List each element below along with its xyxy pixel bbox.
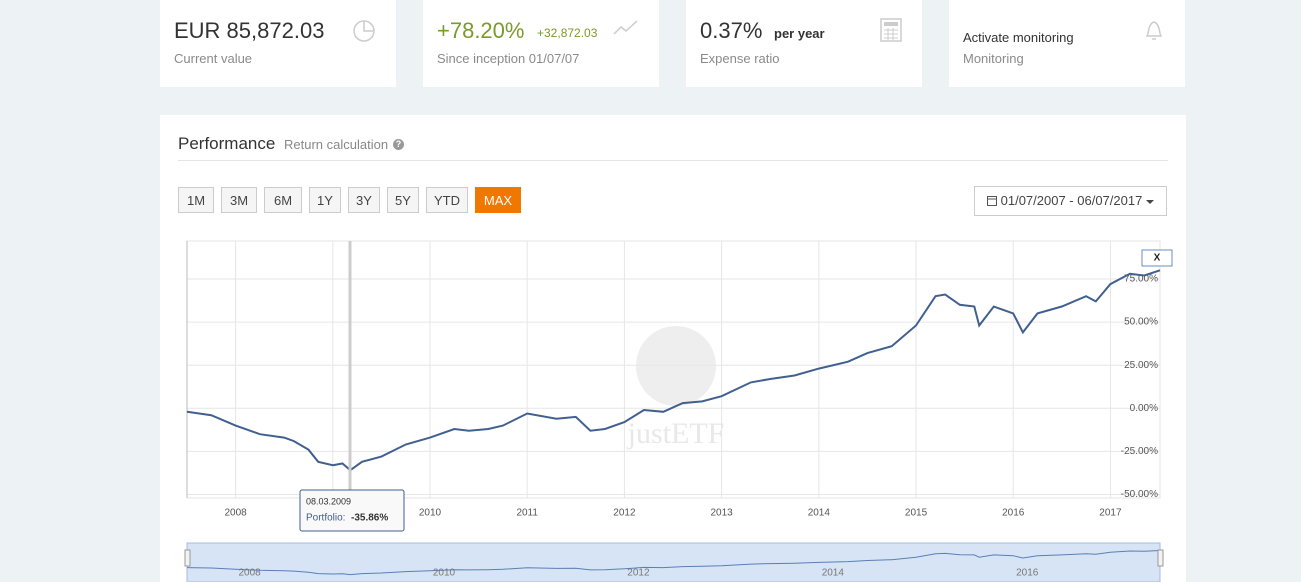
x-tick-label: 2012 [613,508,636,519]
navigator[interactable] [186,542,1161,582]
card-label: Expense ratio [700,51,780,66]
date-range-picker[interactable]: 01/07/2007 - 06/07/2017 [974,186,1167,216]
x-tick-label: 2014 [808,508,831,519]
monitoring-link[interactable]: Activate monitoring [963,30,1074,45]
series-line [186,269,1161,472]
x-tick-label: 2016 [1002,508,1025,519]
help-icon[interactable]: ? [393,139,404,150]
range-button[interactable]: MAX [475,187,521,213]
navigator-label: 2008 [238,568,261,579]
navigator-label: 2012 [627,568,650,579]
card-extra: +32,872.03 [537,26,598,40]
card-value: EUR 85,872.03 [174,18,325,43]
card-value: 0.37% [700,18,763,43]
x-tick-label: 2011 [516,508,538,519]
card-label: Since inception 01/07/07 [437,51,580,66]
calculator-icon [880,18,902,42]
bell-icon [1145,21,1163,40]
card: EUR 85,872.03 Current value [160,0,396,87]
tooltip-date: 08.03.2009 [306,496,351,506]
close-button-label[interactable]: X [1154,253,1161,264]
watermark: justETF [627,417,725,450]
caret [1145,200,1154,204]
range-button[interactable]: 1M [178,187,214,213]
y-tick-label: 50.00% [1124,317,1158,328]
trend-icon [613,20,638,35]
card-extra: per year [774,26,825,41]
panel-subtitle: Return calculation [284,137,389,152]
tooltip-box [299,489,405,532]
range-button[interactable]: 3Y [348,187,380,213]
card-label: Current value [174,51,253,66]
range-button[interactable]: 5Y [387,187,419,213]
calendar-icon [987,196,997,206]
card-label: Monitoring [963,51,1024,66]
navigator-label: 2016 [1016,568,1039,579]
y-tick-label: 0.00% [1130,403,1158,414]
date-range: 01/07/2007 - 06/07/2017 [1000,193,1143,208]
navigator-handle[interactable] [184,549,191,567]
x-tick-label: 2015 [905,508,928,519]
card: +78.20% +32,872.03 Since inception 01/07… [423,0,659,87]
range-button[interactable]: YTD [426,187,468,213]
card: Activate monitoring Monitoring [949,0,1185,87]
tooltip-label: Portfolio: [306,513,345,524]
navigator-line [186,550,1161,576]
navigator-handle[interactable] [1157,549,1164,567]
navigator-label: 2010 [433,568,456,579]
x-tick-label: 2017 [1099,508,1122,519]
range-button[interactable]: 3M [221,187,257,213]
panel-title: Performance [178,134,276,153]
watermark-logo [636,326,716,406]
y-tick-label: -25.00% [1121,446,1158,457]
x-tick-label: 2010 [419,508,442,519]
range-button[interactable]: 1Y [309,187,341,213]
range-button[interactable]: 6M [264,187,302,213]
x-tick-label: 2013 [710,508,733,519]
card: 0.37% per year Expense ratio [686,0,922,87]
y-tick-label: 75.00% [1124,274,1158,285]
navigator-label: 2014 [822,568,845,579]
y-tick-label: -50.00% [1121,489,1158,500]
x-tick-label: 2008 [224,508,247,519]
card-value: +78.20% [437,18,525,43]
close-button[interactable] [1141,249,1173,267]
pie-icon [353,20,375,42]
divider [178,160,1168,161]
tooltip-value: -35.86% [351,513,388,524]
y-tick-label: 25.00% [1124,360,1158,371]
